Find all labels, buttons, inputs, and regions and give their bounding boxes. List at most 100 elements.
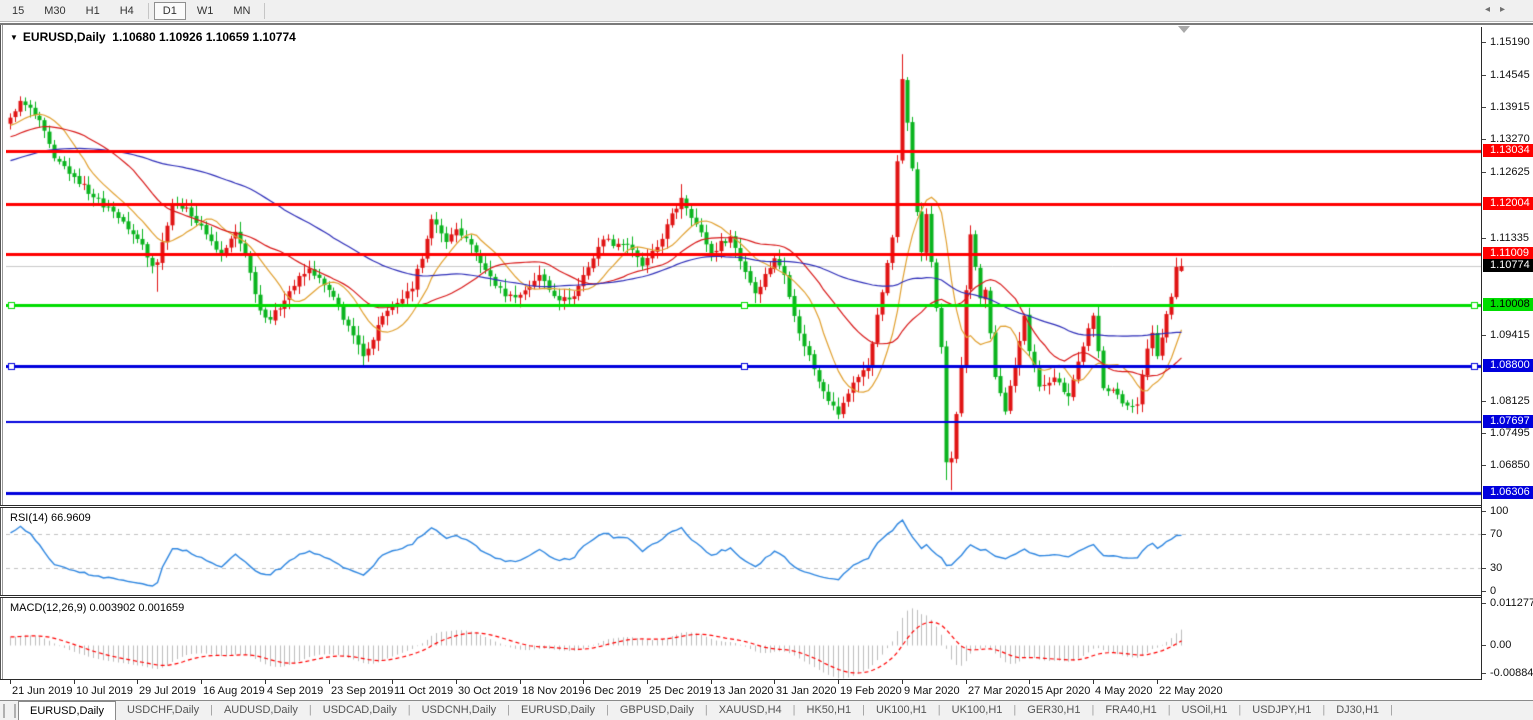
date-label-4: 4 Sep 2019 — [267, 685, 324, 697]
timeframe-button-d1[interactable]: D1 — [153, 1, 186, 20]
timeframe-button-mn[interactable]: MN — [233, 4, 251, 17]
price-badge-1.06306: 1.06306 — [1483, 486, 1533, 499]
main-chart-canvas[interactable] — [6, 27, 1481, 505]
tab-separator: | — [792, 704, 796, 716]
price-tick-1.12625: 1.12625 — [1490, 166, 1530, 178]
date-label-8: 18 Nov 2019 — [522, 685, 585, 697]
tab-bar-gripper[interactable] — [3, 704, 16, 718]
chart-tab-eurusd-daily[interactable]: EURUSD,Daily — [521, 704, 595, 716]
chart-tab-gbpusd-daily[interactable]: GBPUSD,Daily — [619, 704, 694, 716]
price-tick-1.11335-tick — [1482, 238, 1486, 239]
tab-separator: | — [1167, 704, 1171, 716]
rsi-scale-30-tick — [1482, 568, 1486, 569]
price-tick-1.09415-tick — [1482, 335, 1486, 336]
date-tick — [1157, 680, 1158, 684]
panel-separator-main-rsi[interactable] — [0, 505, 1533, 508]
tab-separator: | — [704, 704, 708, 716]
price-badge-1.10008: 1.10008 — [1483, 298, 1533, 311]
price-tick-1.08125: 1.08125 — [1490, 395, 1530, 407]
chart-title: ▼ EURUSD,Daily 1.10680 1.10926 1.10659 1.… — [10, 30, 296, 44]
date-label-6: 11 Oct 2019 — [394, 685, 454, 697]
timeframe-button-h4[interactable]: H4 — [119, 4, 134, 17]
price-tick-1.07495-tick — [1482, 433, 1486, 434]
rsi-indicator-label: RSI(14) 66.9609 — [10, 512, 91, 524]
rsi-scale-100-tick — [1482, 511, 1486, 512]
date-label-12: 31 Jan 2020 — [776, 685, 837, 697]
chart-tab-eurusd-daily[interactable]: EURUSD,Daily — [18, 701, 116, 720]
price-tick-1.13915-tick — [1482, 107, 1486, 108]
chart-title-ohlc: 1.10680 1.10926 1.10659 1.10774 — [112, 30, 296, 44]
tab-separator: | — [308, 704, 312, 716]
chart-tab-bar: EURUSD,Daily USDCHF,Daily | AUDUSD,Daily | US… — [0, 700, 1533, 720]
date-label-2: 29 Jul 2019 — [139, 685, 196, 697]
rsi-scale-0: 0 — [1490, 585, 1497, 597]
chart-tab-fra40-h1[interactable]: FRA40,H1 — [1105, 704, 1157, 716]
chart-tab-uk100-h1[interactable]: UK100,H1 — [876, 704, 927, 716]
rsi-scale-0-tick — [1482, 591, 1486, 592]
chart-tab-uk100-h1[interactable]: UK100,H1 — [951, 704, 1003, 716]
price-tick-1.13270-tick — [1482, 139, 1486, 140]
macd-panel-canvas[interactable] — [6, 598, 1481, 679]
price-tick-1.14545: 1.14545 — [1490, 69, 1530, 81]
price-tick-1.13915: 1.13915 — [1490, 101, 1530, 113]
date-label-1: 10 Jul 2019 — [76, 685, 133, 697]
tab-separator: | — [1322, 704, 1326, 716]
price-tick-1.15190: 1.15190 — [1490, 36, 1530, 48]
date-tick — [74, 680, 75, 684]
macd-scale-0.00: 0.00 — [1490, 639, 1512, 651]
price-tick-1.12625-tick — [1482, 172, 1486, 173]
price-badge-1.10774: 1.10774 — [1483, 259, 1533, 272]
date-tick — [838, 680, 839, 684]
chart-tab-ger30-h1[interactable]: GER30,H1 — [1027, 704, 1081, 716]
timeframe-button-h1[interactable]: H1 — [85, 4, 100, 17]
date-label-5: 23 Sep 2019 — [331, 685, 394, 697]
chart-tab-audusd-daily[interactable]: AUDUSD,Daily — [223, 704, 298, 716]
price-tick-1.07495: 1.07495 — [1490, 427, 1530, 439]
macd-scale-0.011277-tick — [1482, 603, 1486, 604]
chart-tab-dj30-h1[interactable]: DJ30,H1 — [1336, 704, 1380, 716]
timeframe-button-15[interactable]: 15 — [12, 4, 25, 17]
rsi-scale-100: 100 — [1490, 505, 1509, 517]
timeframe-button-w1[interactable]: W1 — [196, 4, 214, 17]
chart-tab-usdjpy-h1[interactable]: USDJPY,H1 — [1252, 704, 1312, 716]
date-label-13: 19 Feb 2020 — [840, 685, 902, 697]
date-label-18: 22 May 2020 — [1159, 685, 1223, 697]
toolbar-separator — [264, 2, 266, 19]
date-tick — [583, 680, 584, 684]
date-tick — [1029, 680, 1030, 684]
chart-tab-usoil-h1[interactable]: USOil,H1 — [1181, 704, 1228, 716]
tab-scroll-right-icon[interactable]: ▸ — [1499, 4, 1515, 15]
tab-scroll-left-icon[interactable]: ◂ — [1484, 4, 1500, 15]
tab-separator: | — [937, 704, 941, 716]
tab-separator: | — [1390, 704, 1393, 716]
rsi-panel-canvas[interactable] — [6, 508, 1481, 595]
price-tick-1.13270: 1.13270 — [1490, 133, 1530, 145]
tab-separator: | — [1091, 704, 1095, 716]
date-label-17: 4 May 2020 — [1095, 685, 1153, 697]
tab-scroll-arrows: ◂▸ — [1485, 4, 1515, 15]
date-tick — [329, 680, 330, 684]
chart-tab-usdcad-daily[interactable]: USDCAD,Daily — [322, 704, 397, 716]
macd-scale--0.008845-tick — [1482, 673, 1486, 674]
chart-tab-xauusd-h4[interactable]: XAUUSD,H4 — [718, 704, 782, 716]
timeframe-button-m30[interactable]: M30 — [44, 4, 66, 17]
panel-separator-rsi-macd[interactable] — [0, 595, 1533, 598]
chart-tab-usdchf-daily[interactable]: USDCHF,Daily — [126, 704, 200, 716]
date-tick — [902, 680, 903, 684]
tab-separator: | — [606, 704, 609, 716]
panel-separator-macd-dates — [0, 679, 1533, 680]
rsi-scale-30: 30 — [1490, 562, 1503, 574]
chart-window: ▼ EURUSD,Daily 1.10680 1.10926 1.10659 1.… — [0, 23, 1533, 702]
date-label-14: 9 Mar 2020 — [904, 685, 960, 697]
chart-tab-usdcnh-daily[interactable]: USDCNH,Daily — [421, 704, 497, 716]
date-tick — [1093, 680, 1094, 684]
date-tick — [774, 680, 775, 684]
price-tick-1.08125-tick — [1482, 401, 1486, 402]
price-axis: 1.15190 1.14545 1.13915 1.13270 1.12625 1.113… — [1481, 27, 1533, 680]
date-tick — [966, 680, 967, 684]
date-tick — [201, 680, 202, 684]
chart-tab-hk50-h1[interactable]: HK50,H1 — [806, 704, 852, 716]
price-badge-1.07697: 1.07697 — [1483, 415, 1533, 428]
timeframe-toolbar: 15 M30 H1 H4 D1 W1 MN — [0, 0, 1533, 22]
